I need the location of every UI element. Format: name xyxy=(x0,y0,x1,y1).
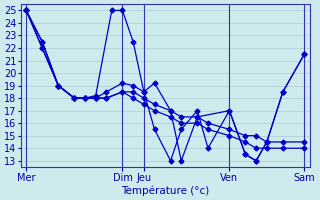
X-axis label: Température (°c): Température (°c) xyxy=(121,185,209,196)
